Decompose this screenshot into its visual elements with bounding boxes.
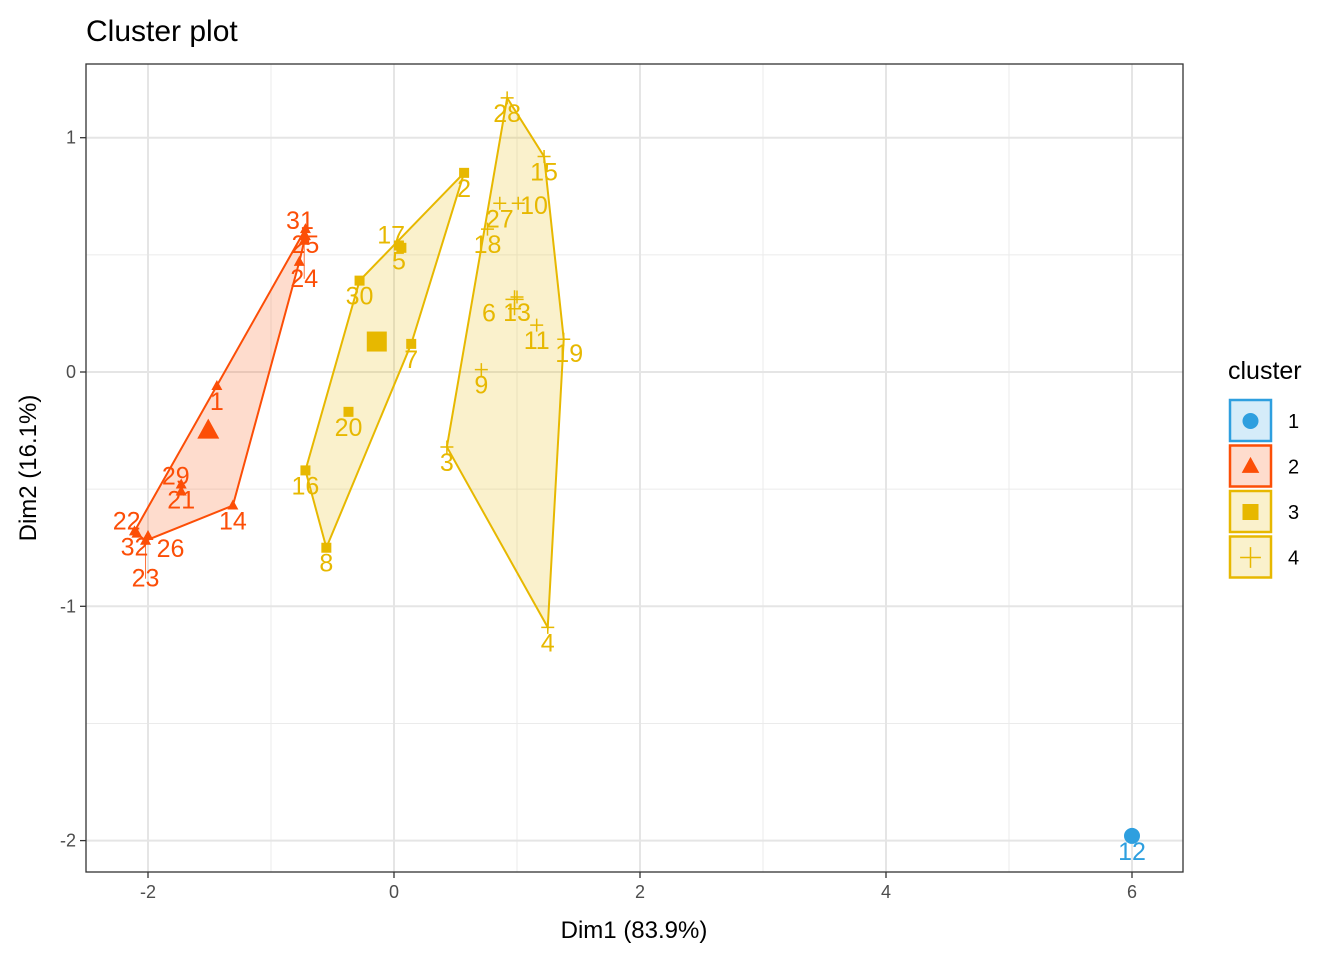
cluster-centroid-3 xyxy=(366,331,387,352)
point-12 xyxy=(1124,827,1140,844)
y-tick-label: 1 xyxy=(66,128,76,148)
point-label: 9 xyxy=(474,372,488,400)
point-9 xyxy=(474,363,488,377)
point-29 xyxy=(175,485,187,496)
point-17 xyxy=(396,242,407,253)
point-label: 25 xyxy=(292,231,320,259)
point-label: 28 xyxy=(493,100,521,128)
y-tick-label: -1 xyxy=(60,596,76,616)
point-label: 32 xyxy=(121,533,149,561)
point-label: 31 xyxy=(286,207,314,235)
point-label: 26 xyxy=(157,535,185,563)
point-label: 23 xyxy=(132,565,160,593)
x-tick-label: 6 xyxy=(1127,882,1137,902)
point-label: 19 xyxy=(555,340,583,368)
point-labels: 1212531242129143222262325173072016828152… xyxy=(113,100,1146,866)
point-4 xyxy=(541,620,555,634)
point-label: 7 xyxy=(404,346,418,374)
cluster-hull-2 xyxy=(133,225,307,542)
point-1 xyxy=(211,380,223,391)
legend-symbol-3 xyxy=(1242,504,1259,520)
point-7 xyxy=(406,338,417,349)
point-22 xyxy=(131,527,143,538)
point-label: 24 xyxy=(290,265,318,293)
point-label: 1 xyxy=(210,388,224,416)
legend: cluster 1 2 3 4 xyxy=(1228,357,1302,579)
point-label: 27 xyxy=(486,205,514,233)
x-tick-label: -2 xyxy=(140,882,156,902)
point-label: 21 xyxy=(167,486,195,514)
grid xyxy=(86,64,1183,872)
point-label: 29 xyxy=(162,462,190,490)
point-11 xyxy=(530,318,544,332)
point-label: 10 xyxy=(520,192,548,220)
chart-title: Cluster plot xyxy=(86,15,238,48)
cluster-hull-4 xyxy=(445,95,565,631)
legend-symbol-4 xyxy=(1240,547,1261,568)
point-label: 12 xyxy=(1118,838,1146,866)
point-label: 14 xyxy=(219,508,247,536)
legend-label: 1 xyxy=(1288,411,1299,433)
point-label: 2 xyxy=(457,175,471,203)
x-tick-label: 0 xyxy=(389,882,399,902)
point-15 xyxy=(537,149,551,163)
point-19 xyxy=(557,332,571,346)
point-label: 18 xyxy=(474,231,502,259)
point-25 xyxy=(299,223,311,234)
point-20 xyxy=(343,406,354,417)
point-label: 30 xyxy=(346,283,374,311)
point-label: 16 xyxy=(292,472,320,500)
cluster-hull-3 xyxy=(304,172,466,551)
x-axis-title: Dim1 (83.9%) xyxy=(561,917,708,944)
cluster-centroid-4 xyxy=(505,290,524,309)
point-label: 5 xyxy=(392,247,406,275)
point-label: 17 xyxy=(377,222,405,250)
legend-label: 3 xyxy=(1288,502,1299,524)
label-leader-lines xyxy=(145,240,305,579)
point-label: 13 xyxy=(503,299,531,327)
legend-label: 2 xyxy=(1288,457,1299,479)
point-label: 3 xyxy=(440,449,454,477)
point-2 xyxy=(459,167,470,178)
y-tick-label: -2 xyxy=(60,831,76,851)
data-points xyxy=(128,91,1140,844)
point-23 xyxy=(140,534,152,545)
point-10 xyxy=(511,196,525,210)
point-24 xyxy=(298,234,310,245)
x-tick-label: 4 xyxy=(881,882,891,902)
cluster-hulls xyxy=(133,95,565,631)
point-28 xyxy=(500,91,514,105)
point-30 xyxy=(354,275,365,286)
x-tick-label: 2 xyxy=(635,882,645,902)
point-14 xyxy=(227,499,239,510)
cluster-centroid-2 xyxy=(197,418,220,439)
panel-border xyxy=(85,63,1184,873)
point-21 xyxy=(175,478,187,489)
point-18 xyxy=(480,222,494,236)
point-label: 20 xyxy=(335,414,363,442)
point-label: 4 xyxy=(541,629,555,657)
y-tick-label: 0 xyxy=(66,362,76,382)
point-13 xyxy=(510,290,524,304)
point-label: 6 xyxy=(482,299,496,327)
point-label: 15 xyxy=(530,158,558,186)
axis-ticks: -2 0 2 4 610-1-2 xyxy=(60,128,1137,902)
point-label: 11 xyxy=(524,327,550,355)
point-3 xyxy=(440,440,454,454)
y-axis-title: Dim2 (16.1%) xyxy=(15,395,42,542)
point-16 xyxy=(300,465,311,476)
point-27 xyxy=(493,196,507,210)
point-label: 8 xyxy=(319,550,333,578)
legend-symbol-1 xyxy=(1242,413,1259,429)
point-label: 22 xyxy=(113,507,141,535)
legend-title: cluster xyxy=(1228,357,1302,385)
point-unlabeled xyxy=(293,255,305,266)
legend-label: 4 xyxy=(1288,548,1299,570)
legend-symbol-2 xyxy=(1241,456,1260,473)
point-8 xyxy=(321,542,332,553)
legend-key-4 xyxy=(1228,535,1273,579)
